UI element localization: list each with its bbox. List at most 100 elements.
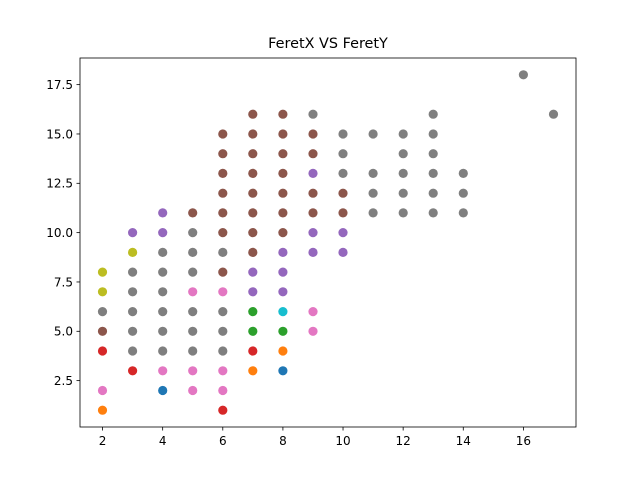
data-point [308,109,318,119]
data-point [428,208,438,218]
data-point [278,366,288,376]
data-point [338,208,348,218]
y-tick-label: 17.5 [46,78,73,92]
data-point [218,247,228,257]
data-point [158,307,168,317]
y-tick-label: 2.5 [54,374,73,388]
data-point [278,247,288,257]
data-point [338,168,348,178]
data-point [368,208,378,218]
data-point [128,307,138,317]
data-point [218,385,228,396]
data-point [458,188,468,198]
data-point [428,129,438,139]
data-point [97,267,108,277]
data-point [158,287,168,297]
x-tick-label: 2 [99,434,107,448]
data-point [188,366,198,376]
data-point [128,366,138,376]
data-point [188,287,198,297]
data-point [278,129,288,139]
data-point [158,366,168,376]
data-point [248,149,258,159]
data-point [278,267,288,277]
data-point [248,346,258,356]
data-point [128,247,138,257]
axes-layer: 2 4 6 8 10 12 14 16 2.5 5.0 7.5 10.0 12.5 15.0 17.5 [46,57,577,448]
data-point [428,109,438,119]
data-point [248,228,258,238]
x-tick-label: 10 [335,434,350,448]
data-point [188,346,198,356]
data-point [128,346,138,356]
data-point [278,307,288,317]
data-point [158,228,168,238]
data-point [248,287,258,297]
data-point [97,405,108,415]
data-point [188,228,198,238]
data-point [248,109,258,119]
data-point [278,208,288,218]
data-point [308,129,318,139]
data-point [128,228,138,238]
data-point [97,287,108,297]
x-tick-label: 4 [159,434,167,448]
data-point [368,168,378,178]
x-tick-label: 12 [396,434,411,448]
data-point [368,129,378,139]
data-point [308,188,318,198]
data-point [218,168,228,178]
data-point [278,109,288,119]
data-point [398,129,408,139]
data-point [158,208,168,218]
y-tick-label: 5.0 [54,325,73,339]
data-point [158,346,168,356]
data-point [458,168,468,178]
data-point [338,247,348,257]
y-tick-label: 15.0 [46,127,73,141]
x-tick-label: 14 [456,434,471,448]
data-point [248,307,258,317]
x-tick-label: 16 [516,434,531,448]
y-tick-label: 10.0 [46,226,73,240]
data-point [338,129,348,139]
data-point [278,168,288,178]
data-point [128,326,138,336]
data-point [188,326,198,336]
data-point [128,287,138,297]
data-point [188,208,198,218]
data-point [218,149,228,159]
data-point [338,188,348,198]
data-point [158,326,168,336]
data-point [97,385,108,396]
data-point [248,247,258,257]
data-point [188,307,198,317]
data-point [218,228,228,238]
data-point [158,247,168,257]
data-point [188,385,198,396]
points-layer [97,70,559,415]
x-tick-label: 8 [279,434,287,448]
data-point [278,326,288,336]
data-point [308,168,318,178]
data-point [128,267,138,277]
data-point [188,267,198,277]
data-point [218,129,228,139]
data-point [218,267,228,277]
data-point [278,346,288,356]
data-point [368,188,378,198]
x-tick-label: 6 [219,434,227,448]
y-tick-label: 12.5 [46,177,73,191]
data-point [218,307,228,317]
data-point [97,326,108,336]
data-point [308,326,318,336]
data-point [218,346,228,356]
data-point [158,267,168,277]
plot-frame [79,57,577,428]
data-point [97,346,108,356]
data-point [218,366,228,376]
data-point [398,188,408,198]
data-point [518,70,529,80]
